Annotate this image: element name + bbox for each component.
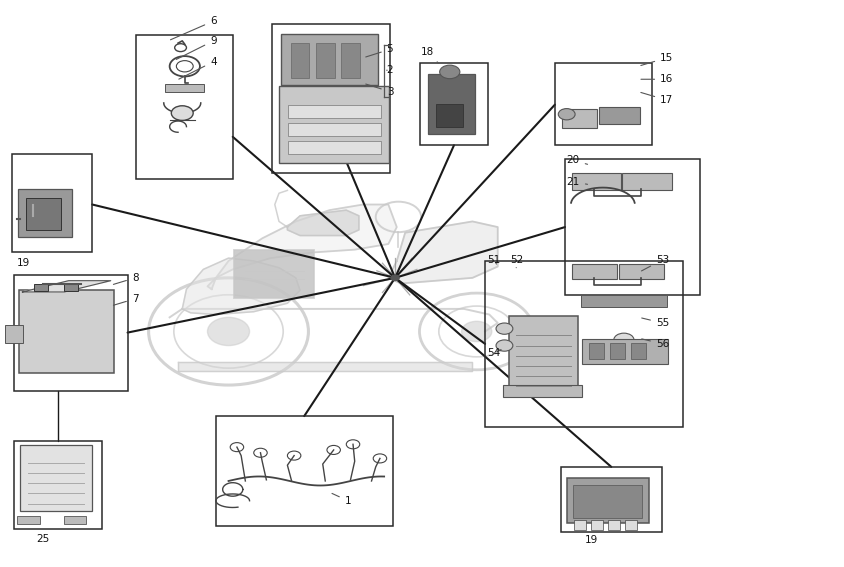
Text: 8: 8	[113, 273, 138, 285]
FancyBboxPatch shape	[279, 86, 389, 163]
FancyBboxPatch shape	[5, 325, 24, 343]
Text: 54: 54	[488, 348, 501, 358]
Circle shape	[440, 65, 460, 79]
FancyBboxPatch shape	[573, 485, 642, 518]
FancyBboxPatch shape	[341, 43, 360, 78]
Text: 4: 4	[179, 57, 217, 79]
Text: 9: 9	[176, 36, 217, 60]
FancyBboxPatch shape	[35, 284, 48, 291]
Text: 7: 7	[113, 294, 138, 305]
Text: 19: 19	[17, 258, 30, 268]
Text: 1: 1	[332, 493, 351, 506]
Text: 52: 52	[511, 255, 523, 268]
FancyBboxPatch shape	[625, 520, 636, 530]
Circle shape	[614, 333, 634, 346]
FancyBboxPatch shape	[571, 264, 617, 279]
FancyBboxPatch shape	[26, 198, 61, 230]
Circle shape	[171, 106, 193, 120]
Text: 3: 3	[365, 84, 393, 96]
FancyBboxPatch shape	[582, 339, 668, 363]
Polygon shape	[182, 258, 300, 315]
Polygon shape	[23, 281, 111, 292]
FancyBboxPatch shape	[591, 520, 603, 530]
Circle shape	[496, 323, 513, 335]
Text: 25: 25	[37, 534, 50, 544]
Text: 15: 15	[641, 53, 674, 65]
Polygon shape	[178, 362, 473, 371]
Polygon shape	[288, 210, 359, 235]
FancyBboxPatch shape	[281, 33, 378, 85]
FancyBboxPatch shape	[561, 109, 597, 128]
Text: 21: 21	[566, 177, 587, 187]
FancyBboxPatch shape	[19, 189, 72, 236]
FancyBboxPatch shape	[19, 290, 114, 373]
Text: 18: 18	[420, 47, 439, 64]
FancyBboxPatch shape	[316, 43, 334, 78]
FancyBboxPatch shape	[510, 316, 577, 392]
Circle shape	[558, 109, 575, 120]
Text: 2: 2	[387, 65, 393, 75]
Polygon shape	[208, 205, 397, 289]
FancyBboxPatch shape	[289, 122, 381, 136]
FancyBboxPatch shape	[291, 43, 309, 78]
FancyBboxPatch shape	[566, 477, 649, 523]
Text: 16: 16	[641, 74, 674, 84]
FancyBboxPatch shape	[503, 385, 582, 397]
FancyBboxPatch shape	[610, 343, 625, 358]
FancyBboxPatch shape	[63, 516, 86, 524]
FancyBboxPatch shape	[574, 520, 586, 530]
Polygon shape	[388, 222, 498, 284]
Text: 19: 19	[584, 535, 598, 545]
FancyBboxPatch shape	[428, 74, 475, 134]
FancyBboxPatch shape	[63, 284, 78, 291]
Text: 17: 17	[641, 92, 674, 105]
FancyBboxPatch shape	[571, 174, 621, 190]
FancyBboxPatch shape	[598, 108, 640, 124]
Circle shape	[462, 321, 492, 341]
Text: 6: 6	[170, 16, 217, 40]
Circle shape	[208, 318, 250, 345]
FancyBboxPatch shape	[436, 104, 463, 127]
FancyBboxPatch shape	[608, 520, 619, 530]
FancyBboxPatch shape	[20, 446, 92, 511]
Circle shape	[496, 340, 513, 351]
Text: 51: 51	[488, 255, 500, 265]
FancyBboxPatch shape	[289, 105, 381, 118]
FancyBboxPatch shape	[581, 295, 667, 307]
FancyBboxPatch shape	[589, 343, 603, 358]
FancyBboxPatch shape	[18, 516, 40, 524]
Text: 5: 5	[365, 44, 393, 57]
FancyBboxPatch shape	[235, 249, 314, 298]
Text: 55: 55	[641, 318, 669, 328]
Circle shape	[391, 275, 399, 281]
FancyBboxPatch shape	[619, 264, 664, 279]
FancyBboxPatch shape	[289, 141, 381, 154]
FancyBboxPatch shape	[631, 343, 646, 358]
Text: 53: 53	[641, 255, 669, 271]
Text: 20: 20	[566, 155, 587, 166]
Text: 56: 56	[641, 339, 669, 349]
FancyBboxPatch shape	[165, 84, 204, 92]
FancyBboxPatch shape	[622, 174, 672, 190]
